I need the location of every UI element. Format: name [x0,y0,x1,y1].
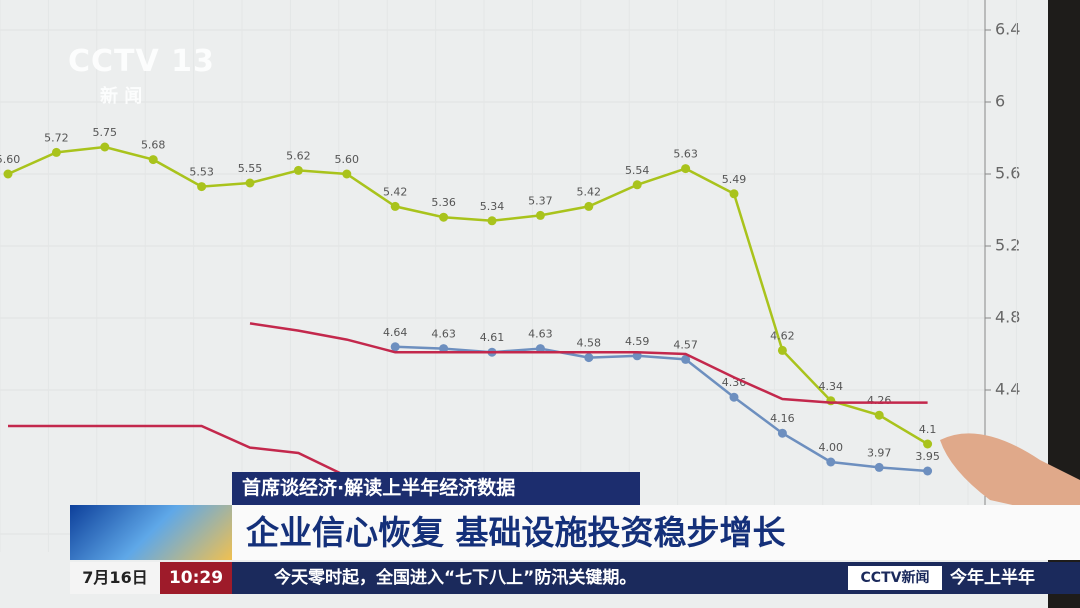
data-point [584,201,594,211]
data-label: 4.59 [625,335,650,348]
data-point [681,354,691,364]
data-label: 4.62 [770,329,795,342]
data-point [584,353,594,363]
data-point [148,155,158,165]
data-point [632,180,642,190]
data-label: 5.54 [625,164,650,177]
data-label: 4.63 [431,328,456,341]
y-tick-label: 6 [995,92,1005,111]
data-label: 5.60 [335,153,360,166]
data-point [197,182,207,192]
data-label: 4.16 [770,412,795,425]
data-label: 5.68 [141,139,166,152]
data-point [681,164,691,174]
ticker-logo: CCTV新闻 [848,566,942,590]
series-line [249,322,928,404]
data-label: 4.61 [480,331,505,344]
data-point [245,178,255,188]
data-label: 5.49 [722,173,747,186]
finger [940,433,1080,520]
data-point [100,142,110,152]
data-point [390,342,400,352]
data-label: 4.64 [383,326,408,339]
data-label: 4.34 [819,380,844,393]
data-point [826,457,836,467]
topic: 首席谈经济·解读上半年经济数据 [232,472,640,505]
date: 7月16日 [70,562,160,594]
series-line [7,145,929,446]
data-label: 5.72 [44,131,69,144]
y-tick-label: 6.4 [995,20,1020,39]
data-point [826,396,836,406]
data-point [729,189,739,199]
y-tick-label: 5.2 [995,236,1020,255]
data-point [535,210,545,220]
data-label: 5.53 [189,166,214,179]
data-point [390,201,400,211]
series-line [8,424,396,500]
logo: CCTV 13 [68,44,215,79]
data-label: 3.97 [867,446,892,459]
data-label: 4.58 [577,337,602,350]
data-point [874,462,884,472]
data-point [293,165,303,175]
data-point [874,410,884,420]
ticker-next: 今年上半年 [950,568,1035,588]
data-point [535,344,545,354]
data-label: 5.42 [383,185,408,198]
data-point [729,392,739,402]
data-label: 5.63 [673,148,698,161]
globe-image [70,505,232,560]
data-point [632,351,642,361]
data-point [342,169,352,179]
data-point [923,439,933,449]
data-label: 5.60 [0,153,20,166]
data-label: 5.42 [577,185,602,198]
data-label: 4.1 [919,423,937,436]
data-point [487,216,497,226]
y-tick-label: 5.6 [995,164,1020,183]
data-point [923,466,933,476]
data-point [439,344,449,354]
data-point [3,169,13,179]
data-label: 4.26 [867,394,892,407]
data-label: 5.37 [528,194,553,207]
data-point [51,147,61,157]
data-label: 4.57 [673,338,698,351]
headline: 企业信心恢复 基础设施投资稳步增长 [232,505,1080,560]
logo-sub: 新 闻 [100,86,143,107]
data-label: 5.34 [480,200,505,213]
data-label: 5.75 [93,126,118,139]
data-label: 5.62 [286,149,311,162]
y-tick-label: 4.4 [995,380,1020,399]
data-point [777,345,787,355]
data-label: 4.00 [819,441,844,454]
data-label: 4.63 [528,328,553,341]
series-line [395,345,928,473]
y-tick-label: 4.8 [995,308,1020,327]
data-label: 3.95 [915,450,940,463]
data-label: 5.55 [238,162,263,175]
data-label: 5.36 [431,196,456,209]
time: 10:29 [160,562,232,594]
data-point [439,212,449,222]
data-point [777,428,787,438]
